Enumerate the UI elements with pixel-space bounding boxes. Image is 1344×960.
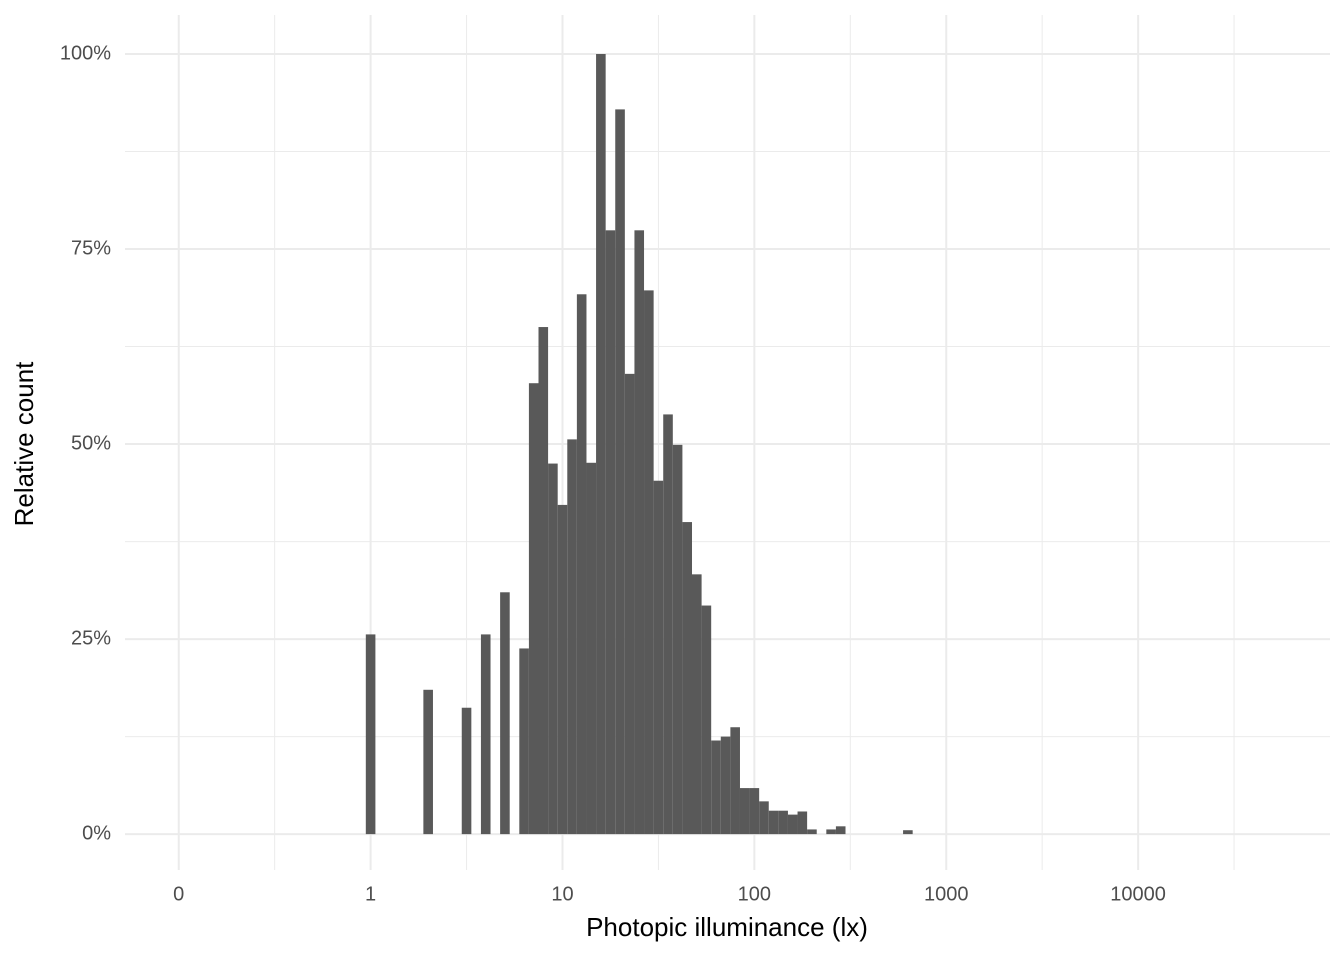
bar xyxy=(778,810,788,835)
bar xyxy=(739,788,750,835)
bar xyxy=(624,373,635,835)
y-tick-label: 50% xyxy=(71,432,111,454)
x-tick-label: 0 xyxy=(173,883,184,905)
bar xyxy=(826,829,836,835)
bar xyxy=(903,830,913,835)
bar xyxy=(653,480,664,835)
bar xyxy=(692,574,702,835)
bar xyxy=(365,634,376,835)
x-tick-label: 10 xyxy=(551,883,573,905)
x-tick-label: 1000 xyxy=(924,883,969,905)
bar xyxy=(567,439,577,835)
bar xyxy=(701,605,712,835)
bar xyxy=(749,788,760,835)
bar xyxy=(538,327,549,835)
y-axis-label: Relative count xyxy=(9,361,39,527)
grid xyxy=(125,15,1330,870)
x-tick-label: 10000 xyxy=(1110,883,1166,905)
bar xyxy=(500,592,510,835)
bar xyxy=(835,826,846,835)
bar xyxy=(644,290,654,835)
bar xyxy=(672,444,683,835)
bar xyxy=(461,707,472,835)
bar xyxy=(768,810,779,835)
bar xyxy=(787,814,798,835)
bar xyxy=(519,648,529,835)
x-tick-label: 100 xyxy=(738,883,771,905)
x-axis-label: Photopic illuminance (lx) xyxy=(586,912,868,942)
bar xyxy=(480,634,491,835)
bar xyxy=(576,294,587,835)
bar xyxy=(548,463,558,835)
bar xyxy=(807,829,817,835)
y-tick-label: 75% xyxy=(71,237,111,259)
bar xyxy=(605,230,616,835)
y-tick-label: 100% xyxy=(60,42,111,64)
bar xyxy=(720,736,731,835)
bar xyxy=(634,230,645,835)
bar xyxy=(711,740,721,835)
bars xyxy=(365,54,913,835)
y-tick-label: 0% xyxy=(82,822,111,844)
bar xyxy=(682,522,693,835)
bar xyxy=(759,801,769,835)
bar xyxy=(797,811,808,835)
bar xyxy=(615,109,625,835)
bar xyxy=(423,689,433,835)
y-tick-label: 25% xyxy=(71,627,111,649)
bar xyxy=(586,462,597,835)
bar xyxy=(730,727,740,835)
bar xyxy=(663,414,673,835)
bar xyxy=(557,504,568,835)
bar xyxy=(528,383,539,835)
labels: Photopic illuminance (lx) Relative count… xyxy=(9,42,1166,942)
bar xyxy=(596,54,606,835)
x-tick-label: 1 xyxy=(365,883,376,905)
